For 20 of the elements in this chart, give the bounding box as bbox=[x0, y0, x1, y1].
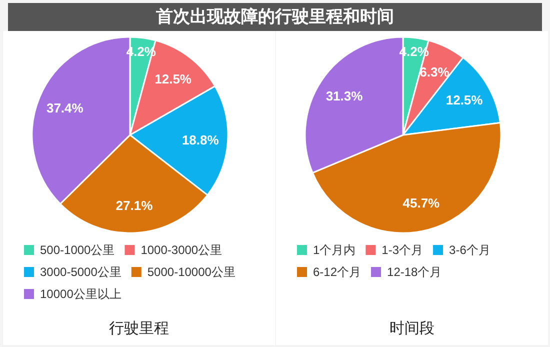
data-label: 18.8% bbox=[182, 132, 220, 148]
text: 首次出现故障的行驶里程和时间 bbox=[8, 3, 542, 31]
data-label: 37.4% bbox=[46, 100, 84, 116]
text: 行驶里程 bbox=[109, 320, 169, 337]
legend-label: 500-1000公里 bbox=[40, 243, 115, 257]
data-label: 27.1% bbox=[116, 198, 154, 213]
legend-label: 1个月内 bbox=[313, 243, 356, 257]
legend-label: 5000-10000公里 bbox=[147, 265, 236, 279]
legend-label: 1000-3000公里 bbox=[140, 243, 222, 257]
legend-label: 3000-5000公里 bbox=[40, 265, 122, 279]
legend-label: 12-18个月 bbox=[387, 265, 442, 279]
legend-label: 1-3个月 bbox=[382, 243, 424, 257]
data-label: 12.5% bbox=[154, 72, 192, 87]
legend-label: 6-12个月 bbox=[313, 265, 362, 279]
data-label: 12.5% bbox=[446, 92, 484, 108]
data-label: 45.7% bbox=[402, 196, 440, 211]
data-label: 31.3% bbox=[326, 88, 364, 104]
legend-label: 10000公里以上 bbox=[40, 287, 122, 301]
text: 时间段 bbox=[390, 320, 434, 337]
legend-label: 3-6个月 bbox=[449, 243, 490, 257]
